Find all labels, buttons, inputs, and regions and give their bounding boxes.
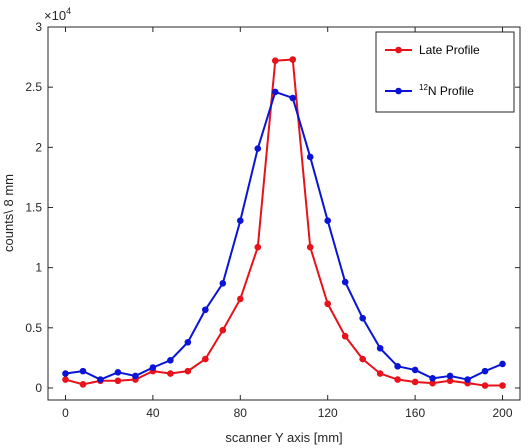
data-point-1 [411, 366, 419, 374]
data-point-1 [306, 153, 314, 161]
data-point-1 [167, 356, 174, 364]
data-point-1 [79, 367, 87, 375]
data-point-1 [499, 360, 506, 368]
y-tick-label: 0 [35, 381, 42, 395]
data-point-1 [394, 363, 401, 370]
data-point-1 [376, 344, 384, 352]
data-point-0 [237, 295, 244, 303]
data-point-0 [114, 377, 122, 385]
data-point-0 [167, 370, 174, 377]
data-point-0 [254, 243, 262, 251]
legend-label-n12: 12N Profile [419, 83, 474, 98]
axis-ticks [48, 26, 520, 400]
data-point-0 [219, 326, 227, 334]
data-point-0 [306, 243, 314, 251]
data-point-1 [429, 375, 436, 382]
series-layer [62, 56, 506, 389]
x-tick-label: 120 [318, 406, 338, 420]
data-point-0 [429, 379, 436, 387]
data-point-0 [341, 332, 349, 340]
data-point-1 [254, 145, 262, 152]
x-tick-label: 200 [493, 406, 513, 420]
legend-marker-n12 [395, 87, 402, 95]
data-point-0 [499, 382, 506, 389]
data-point-1 [132, 372, 139, 380]
data-point-0 [481, 382, 489, 389]
x-tick-label: 0 [62, 406, 69, 420]
data-point-0 [411, 378, 419, 386]
data-point-1 [62, 370, 69, 377]
data-point-0 [324, 300, 332, 308]
data-point-1 [237, 217, 244, 225]
legend: Late Profile 12N Profile [375, 31, 515, 113]
data-point-1 [97, 376, 104, 383]
data-point-1 [341, 278, 349, 286]
data-point-0 [394, 376, 401, 383]
data-point-1 [202, 306, 209, 314]
x-tick-label: 80 [234, 406, 248, 420]
data-point-0 [79, 381, 87, 388]
legend-label-n12-sup: 12 [419, 83, 428, 92]
y-tick-label: 3 [35, 20, 42, 34]
x-tick-label: 160 [405, 406, 425, 420]
data-point-1 [289, 94, 297, 102]
y-multiplier-base: ×10 [44, 8, 66, 23]
data-point-1 [271, 88, 279, 96]
data-point-0 [184, 367, 192, 375]
legend-box [375, 31, 515, 113]
data-point-1 [481, 367, 489, 375]
data-point-1 [184, 338, 192, 346]
data-point-0 [62, 376, 69, 383]
data-point-0 [271, 57, 279, 64]
legend-label-late: Late Profile [419, 43, 480, 57]
x-tick-label: 40 [146, 406, 160, 420]
data-point-1 [149, 364, 157, 371]
y-tick-label: 1 [35, 261, 42, 275]
y-tick-label: 2 [35, 140, 42, 154]
data-point-1 [359, 314, 366, 322]
y-tick-label: 2.5 [25, 80, 42, 94]
legend-label-n12-main: N Profile [428, 84, 474, 98]
tick-labels: 0 40 80 120 160 200 0 0.5 1 1.5 2 2.5 3 [25, 20, 513, 420]
data-point-0 [376, 370, 384, 377]
x-axis-label: scanner Y axis [mm] [225, 430, 342, 445]
data-point-0 [202, 355, 209, 363]
legend-marker-late [395, 46, 402, 54]
data-point-1 [446, 372, 454, 380]
y-multiplier: ×104 [44, 6, 71, 23]
y-tick-label: 1.5 [25, 200, 42, 214]
data-point-0 [359, 355, 366, 363]
data-point-1 [324, 217, 332, 225]
y-tick-label: 0.5 [25, 321, 42, 335]
data-point-0 [446, 377, 454, 385]
data-point-1 [464, 376, 471, 383]
data-point-1 [219, 279, 227, 287]
y-multiplier-exponent: 4 [66, 6, 71, 16]
y-axis-label: counts\ 8 mm [1, 174, 16, 252]
data-point-0 [289, 56, 297, 63]
data-point-1 [114, 369, 122, 376]
